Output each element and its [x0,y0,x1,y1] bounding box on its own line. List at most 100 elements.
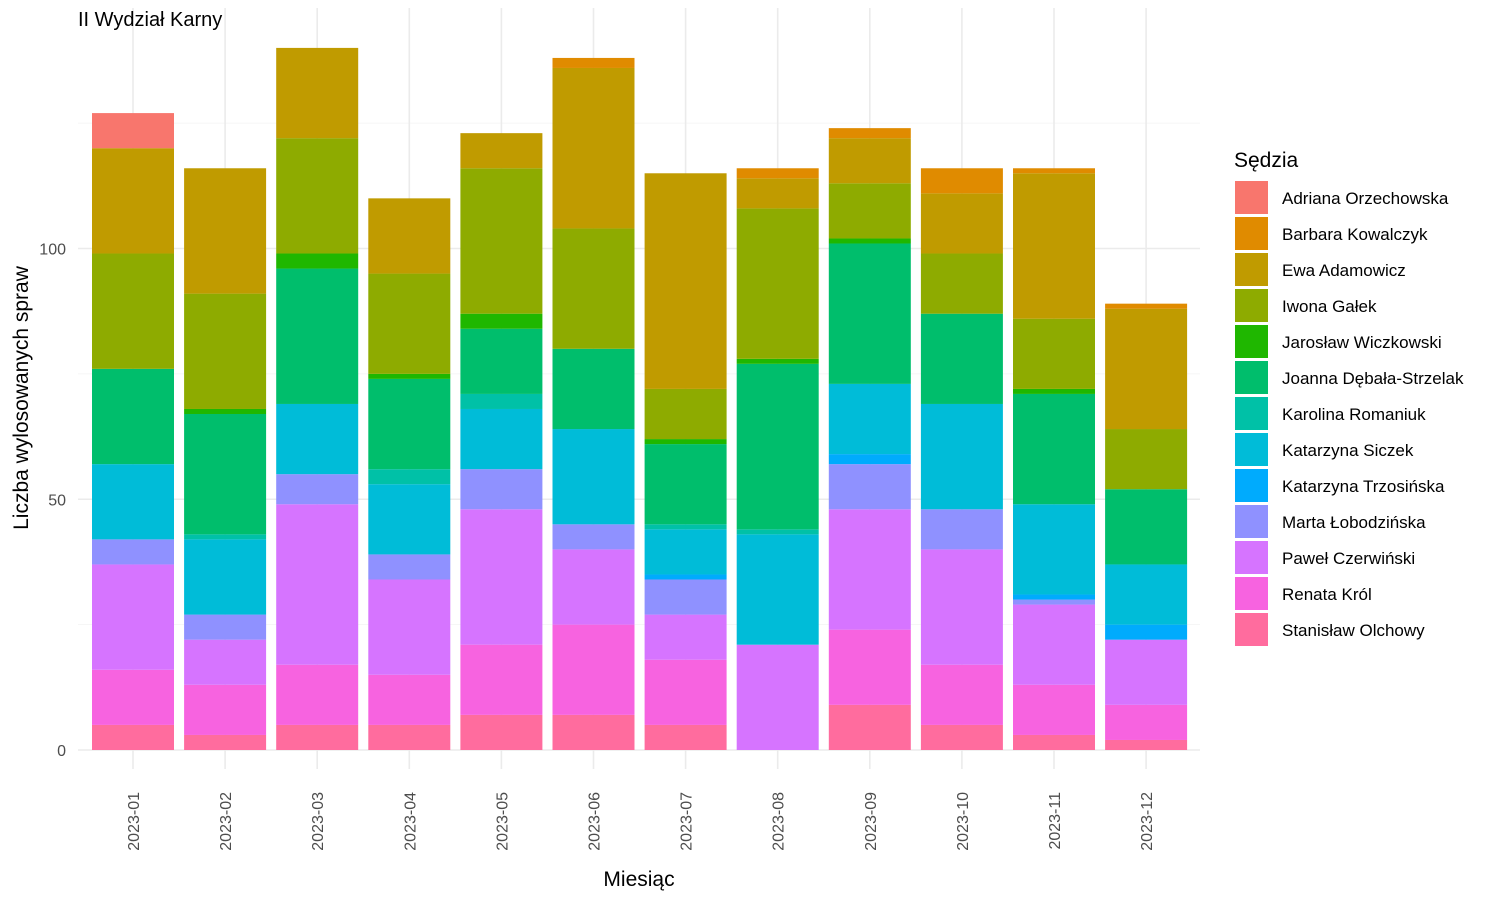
bar-segment [1105,704,1188,740]
bar-segment [644,388,727,440]
x-tick-label: 2023-12 [1139,792,1156,851]
bar-segment [1013,388,1095,394]
bar-segment [1013,318,1095,389]
bar-segment [276,504,359,665]
bar-segment [1105,564,1188,625]
bar-segment [184,408,267,414]
legend-key [1235,577,1268,610]
legend-key [1235,505,1268,538]
bar-segment [552,549,635,625]
bar-segment [276,253,359,269]
legend-label: Karolina Romaniuk [1282,405,1426,424]
bar-segment [736,208,819,359]
legend: Sędzia Adriana Orzechowska Barbara Kowalc… [1234,149,1464,646]
x-tick-label: 2023-05 [494,792,511,851]
x-tick-label: 2023-09 [863,792,880,851]
y-axis-title: Liczba wylosowanych spraw [10,265,33,530]
bar-segment [736,534,819,645]
bar-segment [184,168,267,294]
bar-segment [828,138,911,184]
legend-label: Stanisław Olchowy [1282,621,1425,640]
bar-segment [828,704,911,750]
bar-segment [1013,604,1095,685]
bar-segment [920,664,1003,725]
bar-segment [920,313,1003,404]
bar-segment [92,669,174,725]
bar-segment [92,148,174,254]
bar-segment [552,429,635,525]
bar-segment [1105,639,1188,705]
x-tick-label: 2023-08 [771,792,788,851]
bar-segment [184,734,267,750]
bar-segment [644,529,727,575]
legend-label: Ewa Adamowicz [1282,261,1406,280]
legend-key [1235,217,1268,250]
bar-segment [368,198,451,274]
bar-segment [644,524,727,530]
x-tick-label: 2023-04 [402,792,419,851]
bar-segment [1013,594,1095,600]
bar-segment [828,383,911,455]
chart-title: II Wydział Karny [78,9,222,31]
bar-segment [1013,504,1095,595]
y-tick-label: 0 [57,743,66,760]
bar-segment [92,368,174,465]
bar-segment [276,474,359,505]
bar-segment [460,168,543,314]
x-tick-label: 2023-03 [310,792,327,851]
bar-segment [184,293,267,409]
x-axis-title: Miesiąc [603,868,674,891]
bar-segment [460,714,543,750]
bar-segment [736,358,819,364]
bar-segment [1013,168,1095,174]
legend-key [1235,181,1268,214]
bar-segment [644,724,727,750]
y-tick-label: 100 [39,242,66,259]
bar-segment [1105,624,1188,640]
bar-segment [644,659,727,725]
bar-segment [552,524,635,550]
bar-segment [460,644,543,715]
bar-segment [920,549,1003,665]
legend-label: Katarzyna Siczek [1282,441,1414,460]
bar-segment [460,509,543,645]
bar-segment [184,539,267,615]
bar-segment [460,328,543,394]
y-tick-label: 50 [48,492,66,509]
legend-key [1235,289,1268,322]
bar-segment [368,484,451,555]
bar-segment [368,378,451,470]
bar-segment [460,313,543,329]
bar-segment [1013,173,1095,319]
bar-segment [184,534,267,540]
bar-segment [368,674,451,725]
bar-segment [92,564,174,670]
legend-key [1235,397,1268,430]
x-tick-label: 2023-10 [955,792,972,851]
bar-segment [460,393,543,409]
legend-label: Joanna Dębała-Strzelak [1282,369,1464,388]
bar-segment [828,464,911,510]
legend-label: Katarzyna Trzosińska [1282,477,1445,496]
bar-segment [920,253,1003,314]
legend-label: Iwona Gałek [1282,297,1377,316]
bar-segment [920,724,1003,750]
y-axis: 0 50 100 [39,242,66,761]
bar-segment [736,529,819,535]
bar-segment [460,408,543,470]
bar-segment [1105,489,1188,565]
legend-key [1235,253,1268,286]
legend-key [1235,613,1268,646]
x-tick-label: 2023-01 [126,792,143,851]
bar-segment [92,464,174,540]
bar-segment [644,574,727,580]
bar-segment [184,614,267,640]
bar-segment [552,624,635,715]
x-tick-label: 2023-02 [218,792,235,851]
x-tick-label: 2023-07 [679,792,696,851]
bar-segment [736,168,819,179]
bar-segment [736,178,819,209]
bar-segment [552,714,635,750]
bar-segment [184,684,267,735]
